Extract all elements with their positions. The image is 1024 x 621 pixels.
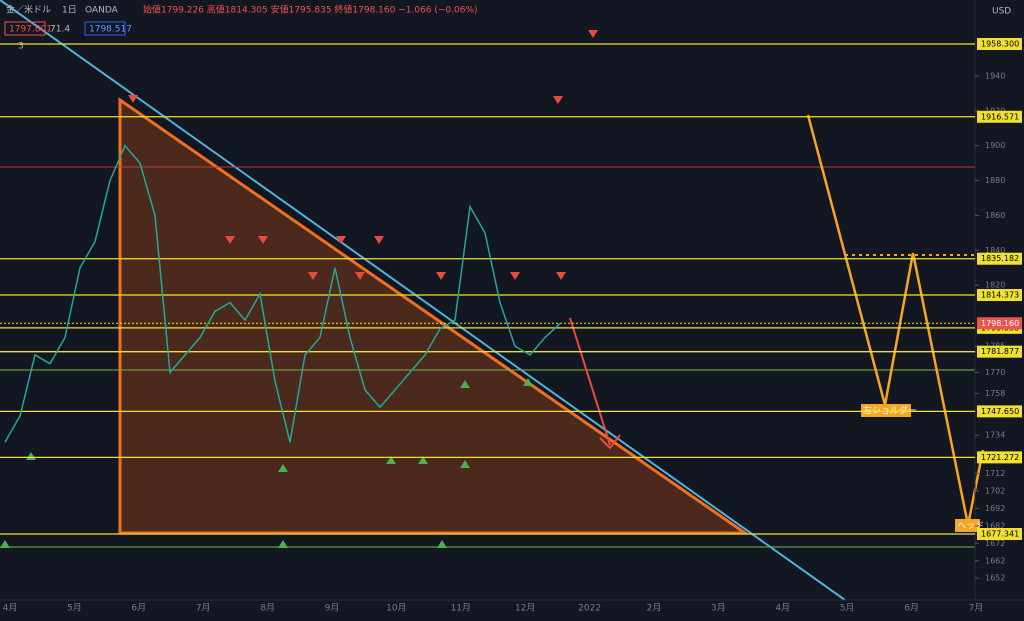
time-tick-label: 10月	[386, 603, 406, 614]
interval: 1日	[62, 5, 77, 16]
ohlc: 始値1799.226 高値1814.305 安値1795.835 終値1798.…	[143, 4, 478, 16]
buy-signals	[0, 378, 533, 548]
price-tick-label: 1770	[985, 368, 1005, 377]
price-tick-label: 1940	[985, 71, 1005, 80]
level-label: 1747.650	[981, 407, 1019, 416]
current-price-box	[977, 317, 1022, 330]
level-label-box	[977, 405, 1022, 418]
level-label: 1721.272	[981, 453, 1019, 462]
annotation-box	[955, 519, 980, 532]
price-tick-label: 1712	[985, 469, 1005, 478]
price-tick-label: 1880	[985, 176, 1005, 185]
price-tick-label: 1672	[985, 539, 1005, 548]
down-arrow	[374, 236, 384, 244]
time-tick-label: 12月	[515, 603, 535, 614]
time-tick-label: 7月	[969, 603, 984, 614]
indicator-count[interactable]: 3	[18, 42, 24, 52]
time-tick-label: 9月	[325, 603, 340, 614]
time-tick-label: 8月	[260, 603, 275, 614]
up-arrow	[278, 464, 288, 472]
down-arrow	[553, 96, 563, 104]
time-tick-label: 4月	[775, 603, 790, 614]
up-arrow	[418, 456, 428, 464]
up-arrow	[460, 380, 470, 388]
time-tick-label: 5月	[67, 603, 82, 614]
annotation-box	[861, 404, 911, 417]
price-tick-label: 1900	[985, 141, 1005, 150]
level-label: 1814.373	[981, 291, 1019, 300]
down-arrow	[556, 272, 566, 280]
source: OANDA	[85, 6, 119, 16]
time-tick-label: 5月	[840, 603, 855, 614]
sell-signals	[128, 30, 598, 280]
forecast-arrowhead	[599, 434, 621, 450]
level-label-box	[977, 451, 1022, 464]
down-arrow	[258, 236, 268, 244]
down-arrow	[436, 272, 446, 280]
up-arrow	[386, 456, 396, 464]
time-tick-label: 2月	[647, 603, 662, 614]
annotation: 左ショルダー	[863, 405, 917, 417]
time-tick-label: 6月	[904, 603, 919, 614]
price-tick-label: 1758	[985, 389, 1005, 398]
level-label-box	[977, 252, 1022, 265]
price-tick-label: 1840	[985, 246, 1005, 255]
level-label: 1781.877	[981, 347, 1019, 356]
indicator-box	[84, 21, 126, 36]
down-arrow	[308, 272, 318, 280]
trend-line	[0, 0, 846, 601]
time-tick-label: 11月	[451, 603, 471, 614]
level-label-box	[977, 528, 1022, 540]
down-arrow	[588, 30, 598, 38]
price-tick-label: 1734	[985, 431, 1005, 440]
currency[interactable]: USD	[992, 7, 1011, 17]
price-tick-label: 1652	[985, 574, 1005, 583]
price-tick-label: 1692	[985, 504, 1005, 513]
up-arrow	[0, 540, 10, 548]
price-line	[4, 144, 561, 443]
level-label: 1835.182	[981, 254, 1019, 263]
indicator-value: 1798.517	[89, 25, 132, 35]
price-tick-label: 1702	[985, 486, 1005, 495]
up-arrow	[523, 378, 533, 386]
down-arrow	[225, 236, 235, 244]
down-arrow	[355, 272, 365, 280]
time-tick-label: 6月	[131, 603, 146, 614]
up-arrow	[278, 540, 288, 548]
up-arrow	[460, 460, 470, 468]
price-tick-label: 1682	[985, 521, 1005, 530]
level-label-box	[977, 345, 1022, 358]
level-label: 1916.571	[981, 112, 1019, 121]
triangle-pattern	[118, 97, 750, 535]
indicator-value: 1797.801	[9, 25, 52, 35]
price-tick-label: 1820	[985, 281, 1005, 290]
time-tick-label: 4月	[3, 603, 18, 614]
indicator-value: 71.4	[50, 25, 70, 35]
head-shoulders-projection	[806, 114, 985, 526]
forecast-arrow	[569, 317, 611, 446]
level-label: 1677.341	[981, 530, 1019, 539]
time-tick-label: 2022	[578, 604, 601, 614]
indicator-box	[4, 21, 46, 36]
time-tick-label: 7月	[196, 603, 211, 614]
price-tick-label: 1662	[985, 556, 1005, 565]
price-tick-label: 1860	[985, 211, 1005, 220]
level-label: 1958.300	[981, 40, 1019, 49]
down-arrow	[336, 236, 346, 244]
symbol: 金／米ドル	[6, 4, 51, 16]
down-arrow	[510, 272, 520, 280]
up-arrow	[437, 540, 447, 548]
time-tick-label: 3月	[711, 603, 726, 614]
level-label-box	[977, 110, 1022, 123]
down-arrow	[128, 95, 138, 103]
current-price-label: 1798.160	[981, 319, 1019, 328]
level-label-box	[977, 289, 1022, 302]
annotation: ヘッド	[957, 522, 984, 532]
level-label-box	[977, 38, 1022, 50]
